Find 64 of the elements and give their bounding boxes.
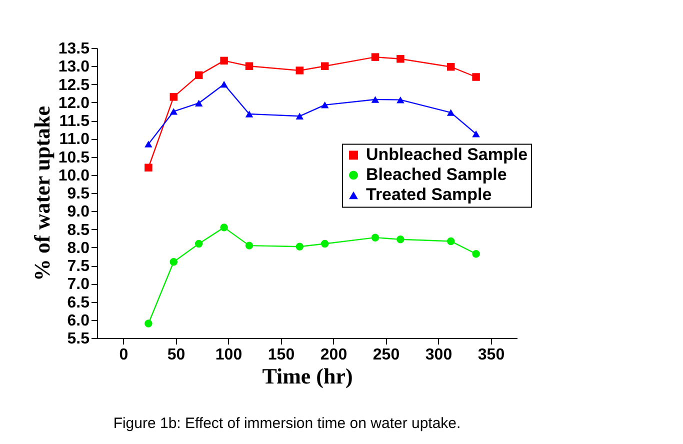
- x-tick-label: 50: [167, 346, 186, 364]
- x-tick-label: 350: [478, 346, 505, 364]
- x-tick-label: 300: [425, 346, 452, 364]
- point: [220, 56, 228, 65]
- x-tick-label: 150: [268, 346, 295, 364]
- point: [245, 242, 254, 250]
- point: [296, 242, 304, 251]
- y-tick-label: 13.0: [58, 58, 90, 76]
- x-tick-label: 0: [119, 346, 128, 364]
- point: [245, 110, 254, 118]
- y-tick-label: 13.5: [58, 40, 90, 58]
- y-tick-label: 8.0: [67, 240, 90, 257]
- point: [296, 112, 304, 120]
- point: [194, 240, 203, 248]
- y-tick-label: 5.5: [67, 330, 90, 348]
- y-tick-label: 10.0: [58, 167, 90, 184]
- y-tick-label: 9.0: [67, 204, 90, 221]
- point: [144, 140, 152, 148]
- y-tick-label: 8.5: [67, 222, 90, 239]
- point: [396, 55, 404, 63]
- y-tick-label: 9.5: [67, 186, 90, 202]
- point: [170, 258, 178, 266]
- point: [170, 108, 178, 115]
- point: [472, 250, 480, 258]
- point: [371, 234, 380, 242]
- point: [371, 53, 380, 61]
- y-tick-label: 11.0: [59, 131, 90, 148]
- y-tick-label: 10.5: [58, 149, 90, 166]
- point: [320, 62, 329, 70]
- point: [296, 66, 304, 74]
- point: [170, 93, 178, 101]
- caption: Figure 1b: Effect of immersion time on water uptake.: [113, 415, 461, 432]
- point: [320, 102, 329, 108]
- y-tick-label: 6.0: [67, 312, 90, 330]
- point: [245, 62, 254, 70]
- point: [220, 80, 228, 88]
- x-tick-label: 250: [372, 346, 400, 364]
- point: [396, 96, 404, 104]
- y-tick-label: 12.0: [58, 94, 90, 112]
- y-tick-label: 7.0: [67, 276, 90, 294]
- point: [144, 164, 152, 172]
- y-tick-label: 7.5: [67, 258, 90, 275]
- point: [472, 73, 480, 81]
- point: [446, 237, 455, 246]
- y-axis-title: % of water uptake: [29, 106, 54, 281]
- point: [371, 96, 380, 103]
- point: [446, 62, 455, 71]
- point: [472, 130, 480, 138]
- y-tick-label: 12.5: [58, 76, 90, 94]
- point: [194, 71, 203, 80]
- y-tick-label: 11.5: [59, 113, 90, 130]
- point: [320, 240, 329, 248]
- x-tick-label: 200: [320, 346, 348, 364]
- legend-label: Unbleached Sample: [366, 145, 528, 164]
- point: [446, 109, 455, 116]
- legend-label: Bleached Sample: [366, 165, 507, 184]
- point: [396, 236, 404, 244]
- point: [220, 224, 228, 232]
- x-tick-label: 100: [215, 346, 242, 364]
- point: [194, 100, 203, 106]
- y-tick-label: 6.5: [67, 294, 90, 312]
- legend-label: Treated Sample: [366, 185, 492, 204]
- x-axis-title: Time (hr): [262, 364, 353, 388]
- point: [144, 320, 152, 328]
